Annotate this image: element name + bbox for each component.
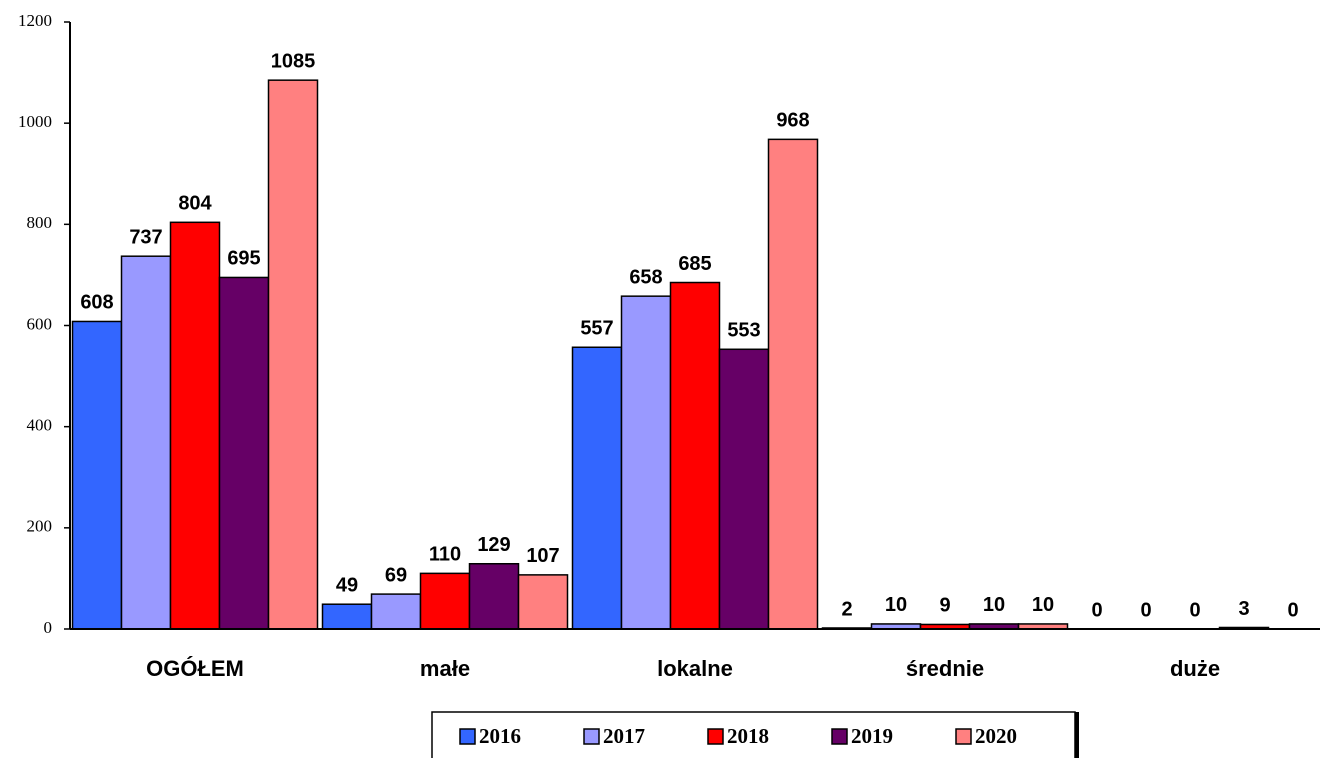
data-label: 69 <box>385 564 407 586</box>
legend-label: 2018 <box>727 724 769 748</box>
data-label: 10 <box>885 594 907 616</box>
data-label: 553 <box>727 320 760 342</box>
data-label: 10 <box>1032 594 1054 616</box>
data-label: 107 <box>526 545 559 567</box>
y-tick-label: 600 <box>27 314 53 333</box>
data-label: 557 <box>580 318 613 340</box>
bar <box>169 221 221 630</box>
x-tick-label: lokalne <box>657 656 733 681</box>
bar <box>468 562 520 630</box>
bar <box>370 593 422 630</box>
legend-swatch <box>955 728 972 745</box>
data-label: 608 <box>80 292 113 314</box>
data-label: 658 <box>629 266 662 288</box>
data-label: 0 <box>1140 599 1151 621</box>
data-label: 737 <box>129 226 162 248</box>
y-tick-label: 0 <box>44 618 53 637</box>
bar <box>120 255 172 630</box>
bar <box>71 320 123 630</box>
y-tick-label: 1000 <box>18 112 52 131</box>
y-tick-label: 200 <box>27 517 53 536</box>
legend-label: 2019 <box>851 724 893 748</box>
legend-swatch <box>707 728 724 745</box>
bar <box>267 79 319 630</box>
x-tick-label: duże <box>1170 656 1220 681</box>
bar <box>620 295 672 630</box>
bar <box>718 348 770 630</box>
data-label: 968 <box>776 110 809 132</box>
legend-swatch <box>583 728 600 745</box>
bar <box>517 574 569 630</box>
legend-label: 2020 <box>975 724 1017 748</box>
x-tick-label: średnie <box>906 656 984 681</box>
data-label: 110 <box>429 544 461 566</box>
bar <box>571 346 623 630</box>
bar <box>321 603 373 630</box>
bar <box>218 276 270 630</box>
data-label: 0 <box>1189 599 1200 621</box>
legend-swatch <box>831 728 848 745</box>
data-label: 49 <box>336 574 358 596</box>
data-label: 10 <box>983 594 1005 616</box>
data-label: 685 <box>678 253 711 275</box>
legend-label: 2016 <box>479 724 521 748</box>
data-label: 0 <box>1091 599 1102 621</box>
data-label: 129 <box>477 534 510 556</box>
bar <box>767 138 819 630</box>
data-label: 0 <box>1287 599 1298 621</box>
bar <box>669 281 721 630</box>
data-label: 695 <box>227 248 260 270</box>
y-tick-label: 800 <box>27 213 53 232</box>
legend-label: 2017 <box>603 724 645 748</box>
data-label: 804 <box>178 193 212 215</box>
x-tick-label: małe <box>420 656 470 681</box>
legend-swatch <box>459 728 476 745</box>
y-tick-label: 400 <box>27 416 53 435</box>
y-tick-label: 1200 <box>18 11 52 30</box>
data-label: 9 <box>939 595 950 617</box>
data-label: 1085 <box>271 50 316 72</box>
bar <box>419 572 471 630</box>
data-label: 2 <box>841 598 852 620</box>
x-tick-label: OGÓŁEM <box>146 656 244 681</box>
data-label: 3 <box>1238 598 1249 620</box>
